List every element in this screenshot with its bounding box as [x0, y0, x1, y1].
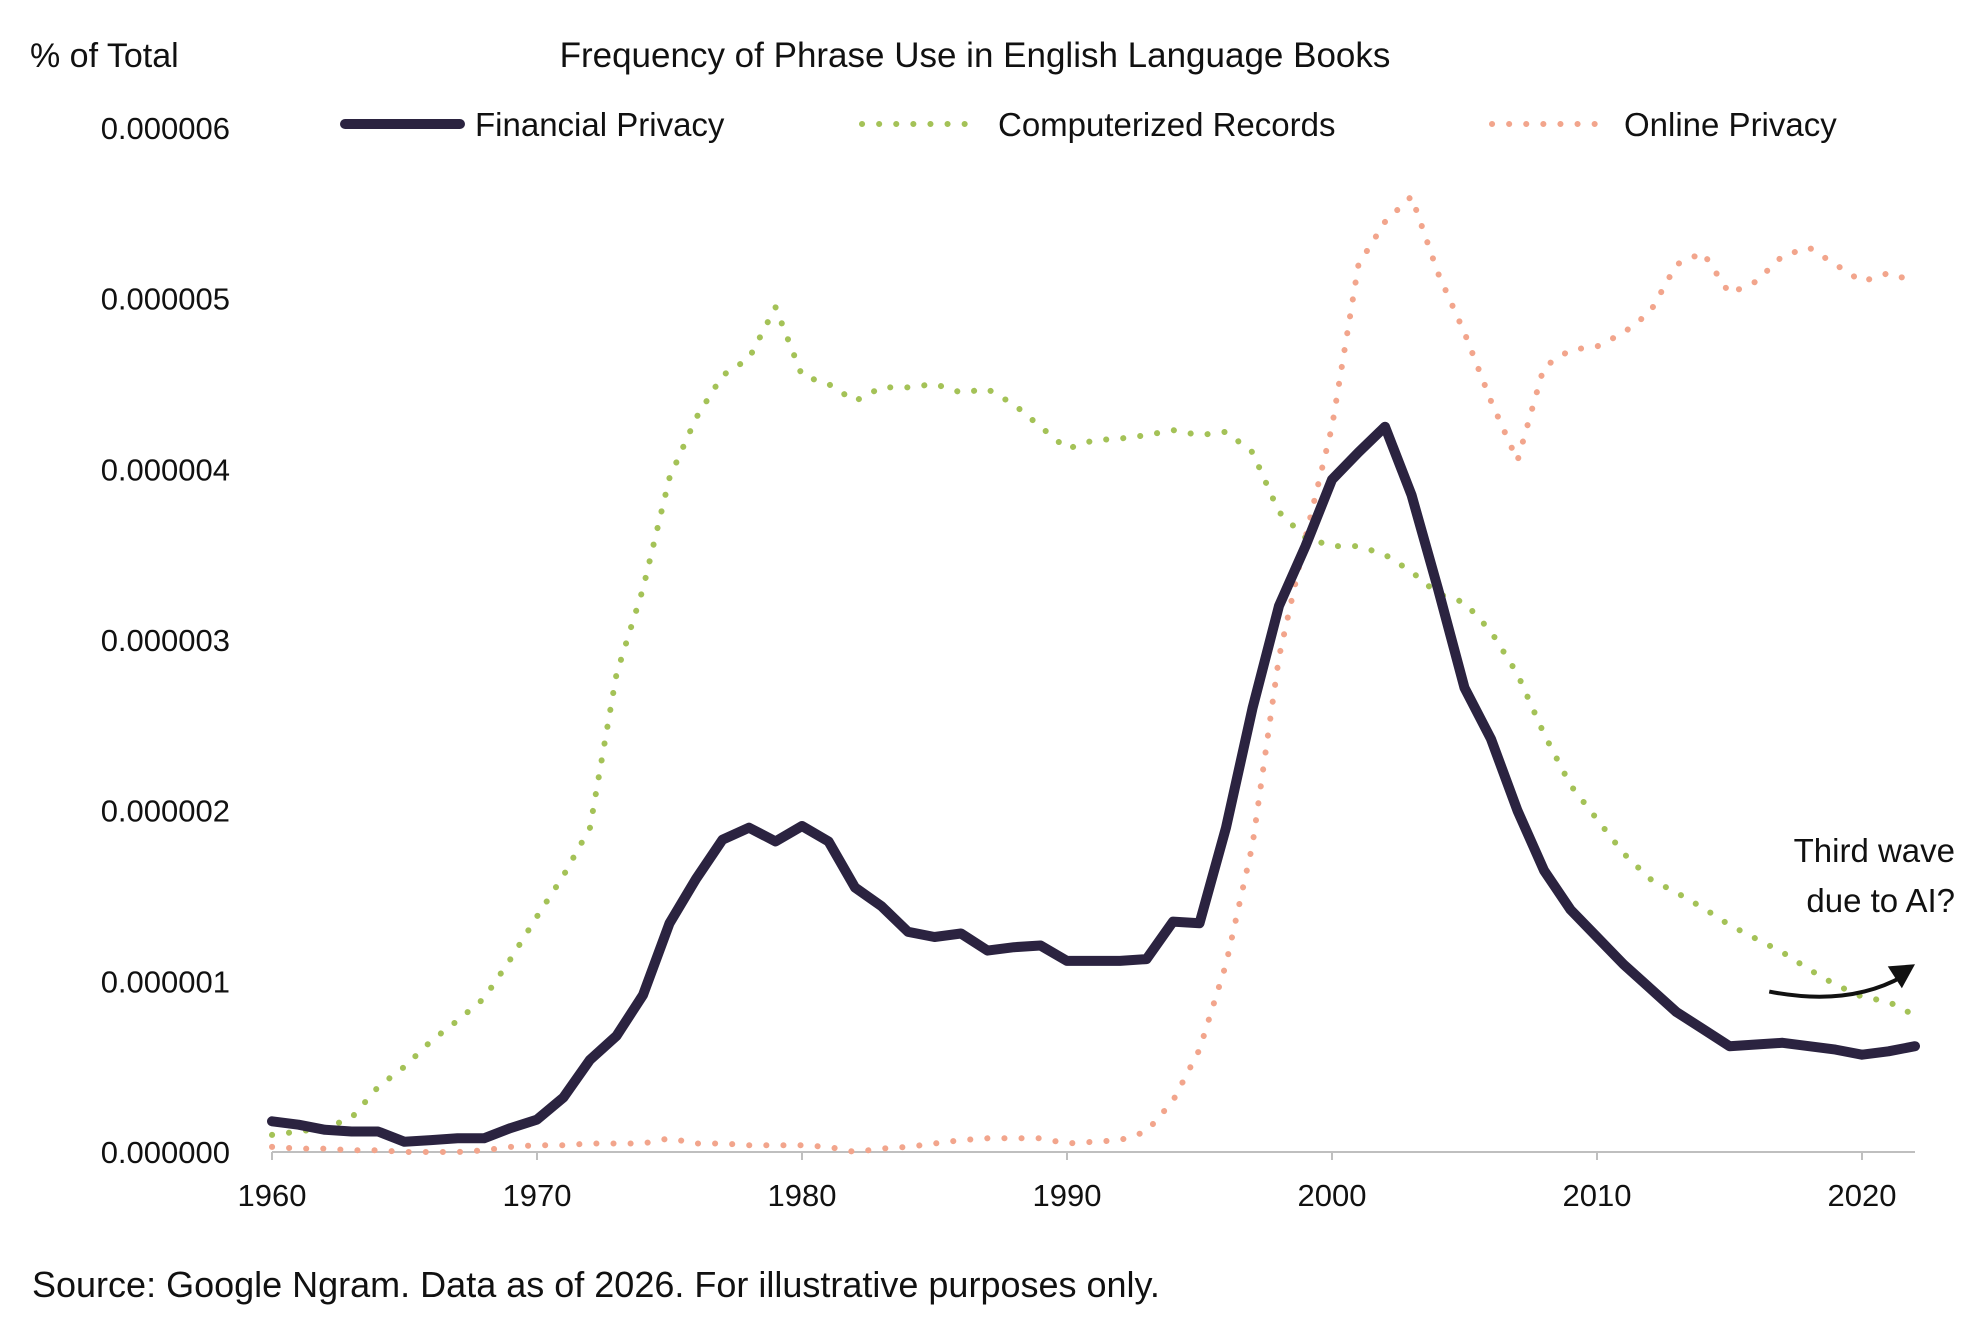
- annotation-line-1: Third wave: [1794, 832, 1955, 869]
- series-line-computerized-records: [269, 304, 1918, 1138]
- y-tick-label: 0.000001: [101, 964, 230, 999]
- source-note: Source: Google Ngram. Data as of 2026. F…: [32, 1264, 1160, 1305]
- annotation-arrowhead: [1887, 964, 1915, 989]
- legend-label: Computerized Records: [998, 106, 1335, 143]
- x-tick-label: 1990: [1033, 1178, 1102, 1213]
- x-tick-label: 1970: [503, 1178, 572, 1213]
- y-tick-label: 0.000002: [101, 794, 230, 829]
- y-tick-label: 0.000004: [101, 452, 230, 487]
- x-tick-label: 2020: [1828, 1178, 1897, 1213]
- legend-label: Financial Privacy: [475, 106, 725, 143]
- series-line-online-privacy: [269, 193, 1918, 1155]
- y-axis-label: % of Total: [30, 37, 179, 75]
- annotation: Third wave due to AI?: [1768, 832, 1955, 999]
- x-tick-label: 1960: [238, 1178, 307, 1213]
- legend: Financial Privacy Computerized Records Onl…: [340, 106, 1837, 143]
- y-tick-label: 0.000006: [101, 111, 230, 146]
- legend-label: Online Privacy: [1624, 106, 1837, 143]
- y-axis: 0.000000 0.000001 0.000002 0.000003 0.000004…: [101, 111, 230, 1170]
- chart-title: Frequency of Phrase Use in English Langu…: [560, 36, 1391, 75]
- annotation-arrow: [1768, 974, 1904, 999]
- series-layer: [267, 193, 1920, 1155]
- x-tick-label: 1980: [768, 1178, 837, 1213]
- annotation-line-2: due to AI?: [1806, 882, 1955, 919]
- x-tick-label: 2000: [1298, 1178, 1367, 1213]
- y-tick-label: 0.000000: [101, 1135, 230, 1170]
- x-axis: 1960 1970 1980 1990 2000 2010 2020: [238, 1152, 1897, 1213]
- y-tick-label: 0.000003: [101, 623, 230, 658]
- x-tick-label: 2010: [1563, 1178, 1632, 1213]
- series-line-financial-privacy: [267, 421, 1920, 1147]
- y-tick-label: 0.000005: [101, 282, 230, 317]
